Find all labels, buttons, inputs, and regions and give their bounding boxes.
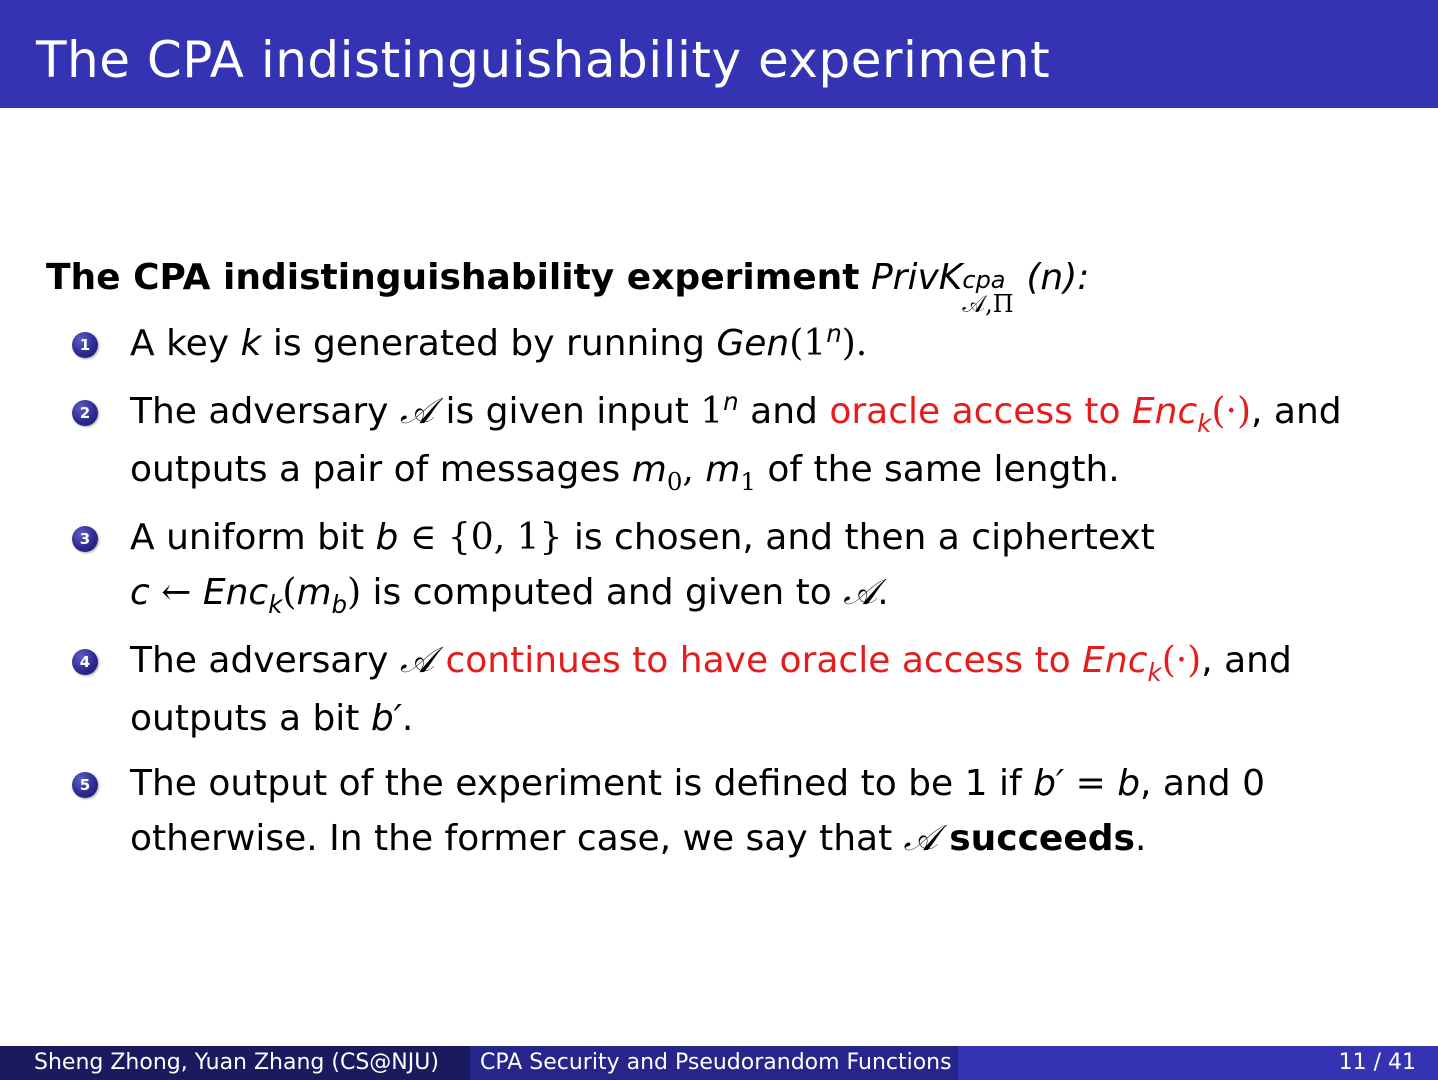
step-3-line-2: c ← Enck(mb) is computed and given to 𝒜. bbox=[130, 572, 889, 619]
experiment-steps: 1 A key k is generated by running Gen(1n… bbox=[46, 316, 1406, 866]
step-4: 4 The adversary 𝒜 continues to have orac… bbox=[46, 633, 1406, 746]
step-number-4: 4 bbox=[72, 649, 98, 675]
heading-sup: cpa bbox=[962, 266, 1006, 294]
definition-heading: The CPA indistinguishability experiment … bbox=[46, 248, 1406, 318]
step-1-line-1: A key k is generated by running Gen(1n). bbox=[130, 318, 868, 364]
heading-sub: 𝒜,Π bbox=[962, 290, 1014, 318]
footer-authors: Sheng Zhong, Yuan Zhang (CS@NJU) bbox=[0, 1046, 470, 1080]
slide-header: The CPA indistinguishability experiment bbox=[0, 0, 1438, 108]
step-4-line-2: outputs a bit b′. bbox=[130, 698, 414, 739]
step-5: 5 The output of the experiment is define… bbox=[46, 756, 1406, 866]
step-2-line-2: outputs a pair of messages m0, m1 of the… bbox=[130, 449, 1120, 496]
step-2: 2 The adversary 𝒜 is given input 1n and … bbox=[46, 384, 1406, 500]
step-number-5: 5 bbox=[72, 772, 98, 798]
heading-bold: The CPA indistinguishability experiment bbox=[46, 257, 860, 298]
step-3-line-1: A uniform bit b ∈ {0, 1} is chosen, and … bbox=[130, 517, 1155, 558]
step-3: 3 A uniform bit b ∈ {0, 1} is chosen, an… bbox=[46, 510, 1406, 623]
heading-privk: PrivK bbox=[870, 257, 963, 298]
step-4-line-1: The adversary 𝒜 continues to have oracle… bbox=[130, 640, 1292, 687]
heading-scripts: cpa 𝒜,Π bbox=[962, 254, 1026, 318]
footer-page-number: 11 / 41 bbox=[958, 1046, 1438, 1080]
step-5-line-2: otherwise. In the former case, we say th… bbox=[130, 818, 1147, 859]
step-number-2: 2 bbox=[72, 400, 98, 426]
slide-title: The CPA indistinguishability experiment bbox=[36, 31, 1051, 89]
step-number-1: 1 bbox=[72, 332, 98, 358]
slide-content: The CPA indistinguishability experiment … bbox=[46, 248, 1406, 876]
step-number-3: 3 bbox=[72, 526, 98, 552]
step-5-line-1: The output of the experiment is defined … bbox=[130, 763, 1266, 804]
slide-footer: Sheng Zhong, Yuan Zhang (CS@NJU) CPA Sec… bbox=[0, 1046, 1438, 1080]
heading-arg: (n): bbox=[1026, 257, 1090, 298]
step-2-line-1: The adversary 𝒜 is given input 1n and or… bbox=[130, 386, 1342, 438]
step-1: 1 A key k is generated by running Gen(1n… bbox=[46, 316, 1406, 374]
footer-course: CPA Security and Pseudorandom Functions … bbox=[470, 1046, 958, 1080]
